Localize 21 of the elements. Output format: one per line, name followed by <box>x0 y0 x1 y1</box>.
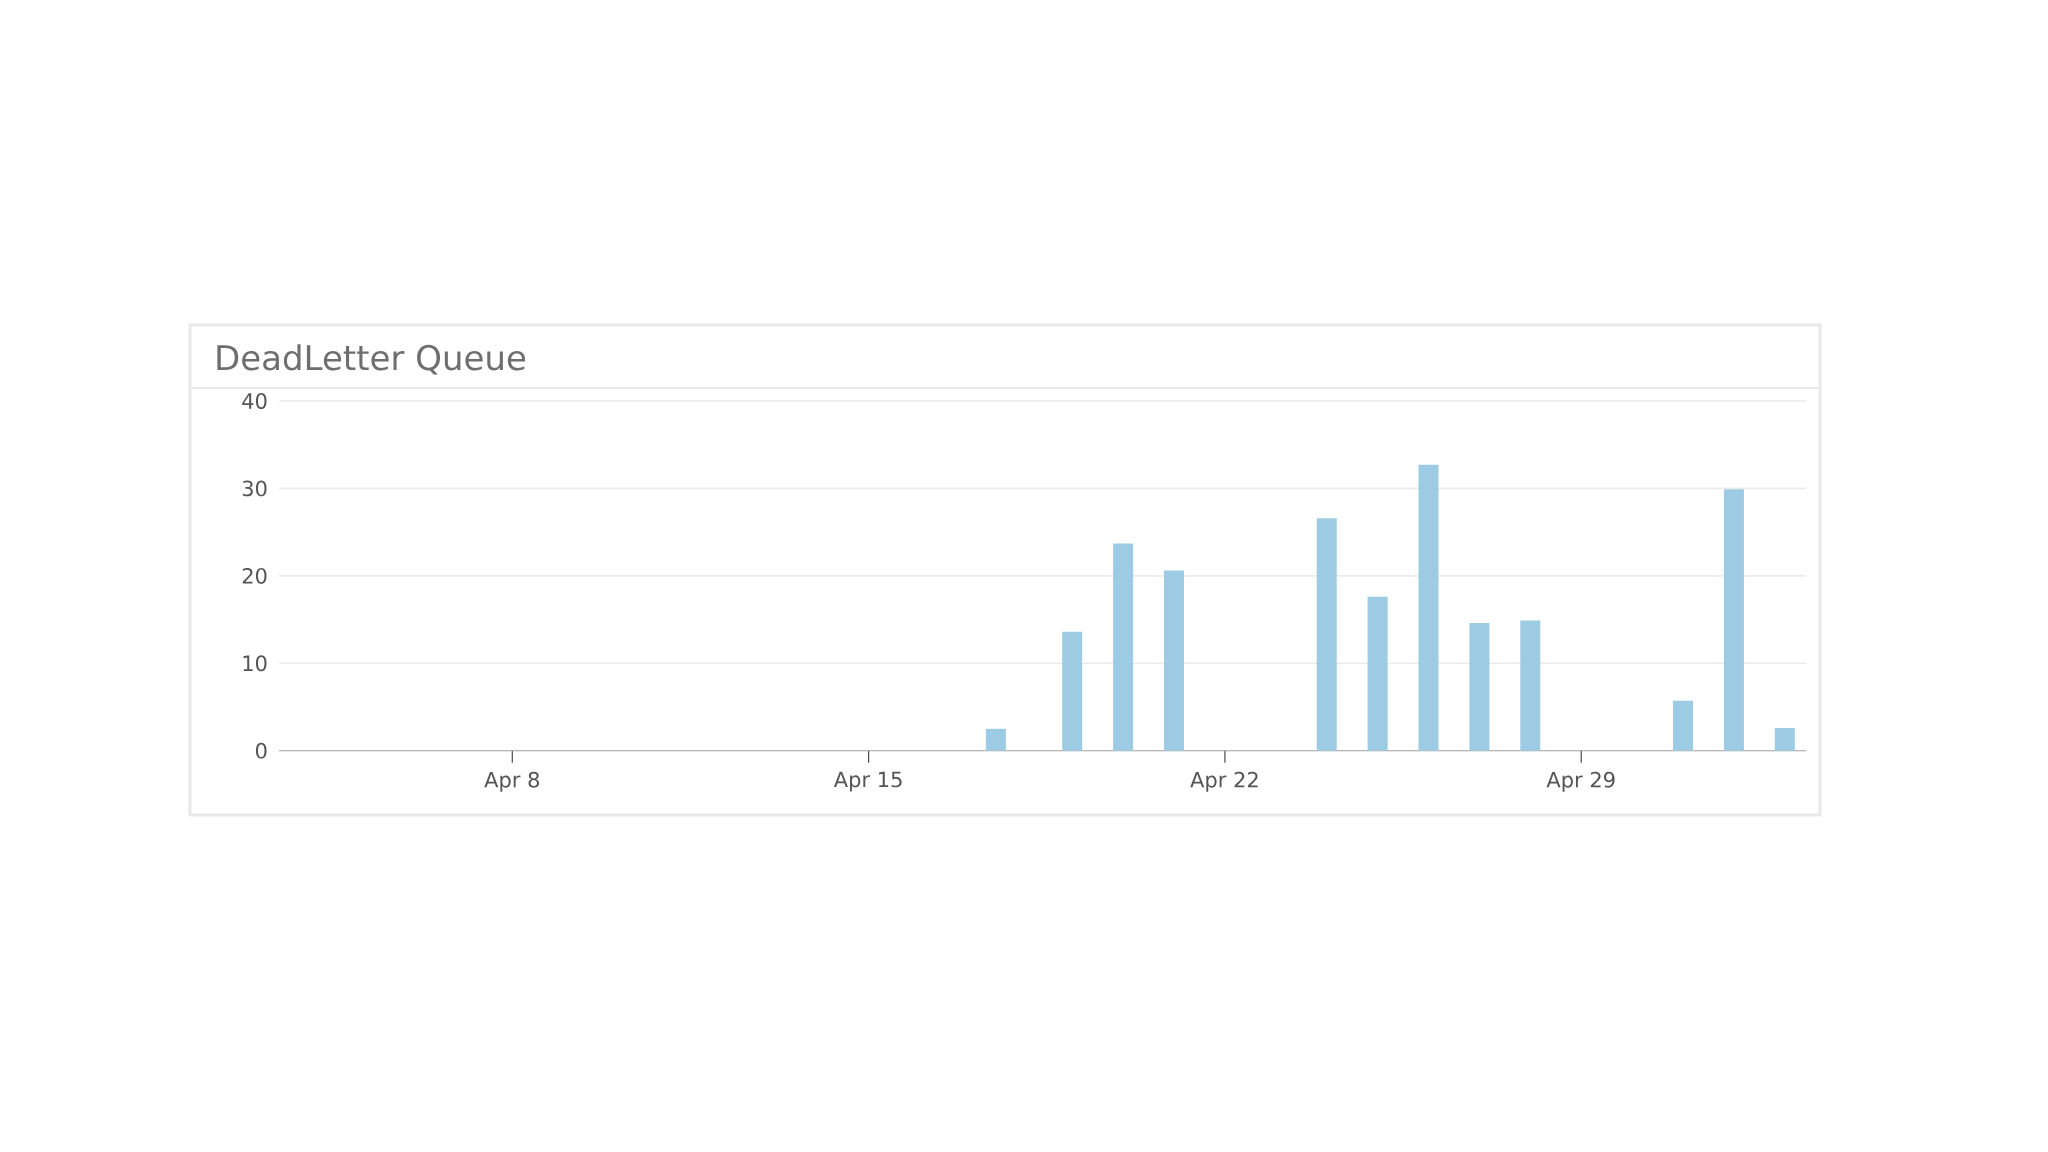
bar <box>1164 570 1185 751</box>
bar <box>1062 631 1083 751</box>
y-tick-label: 10 <box>243 655 267 672</box>
x-tick-label: Apr 29 <box>1546 771 1615 792</box>
bar <box>1673 700 1694 751</box>
bar <box>1316 518 1337 751</box>
bar <box>1113 543 1134 751</box>
bar <box>1774 727 1795 751</box>
bar <box>1367 596 1388 751</box>
x-tick-label: Apr 8 <box>484 771 540 792</box>
y-tick-label: 40 <box>242 393 267 409</box>
bar <box>1469 623 1490 751</box>
bar <box>1723 489 1744 751</box>
chart-title: DeadLetter Queue <box>217 344 526 375</box>
bar <box>1520 620 1541 751</box>
y-tick-label: 30 <box>242 480 267 497</box>
x-tick-label: Apr 22 <box>1190 771 1258 792</box>
x-tick-label: Apr 15 <box>833 771 902 792</box>
y-tick-label: 0 <box>255 742 267 759</box>
y-tick-label: 20 <box>242 567 267 584</box>
bar <box>1418 464 1439 751</box>
